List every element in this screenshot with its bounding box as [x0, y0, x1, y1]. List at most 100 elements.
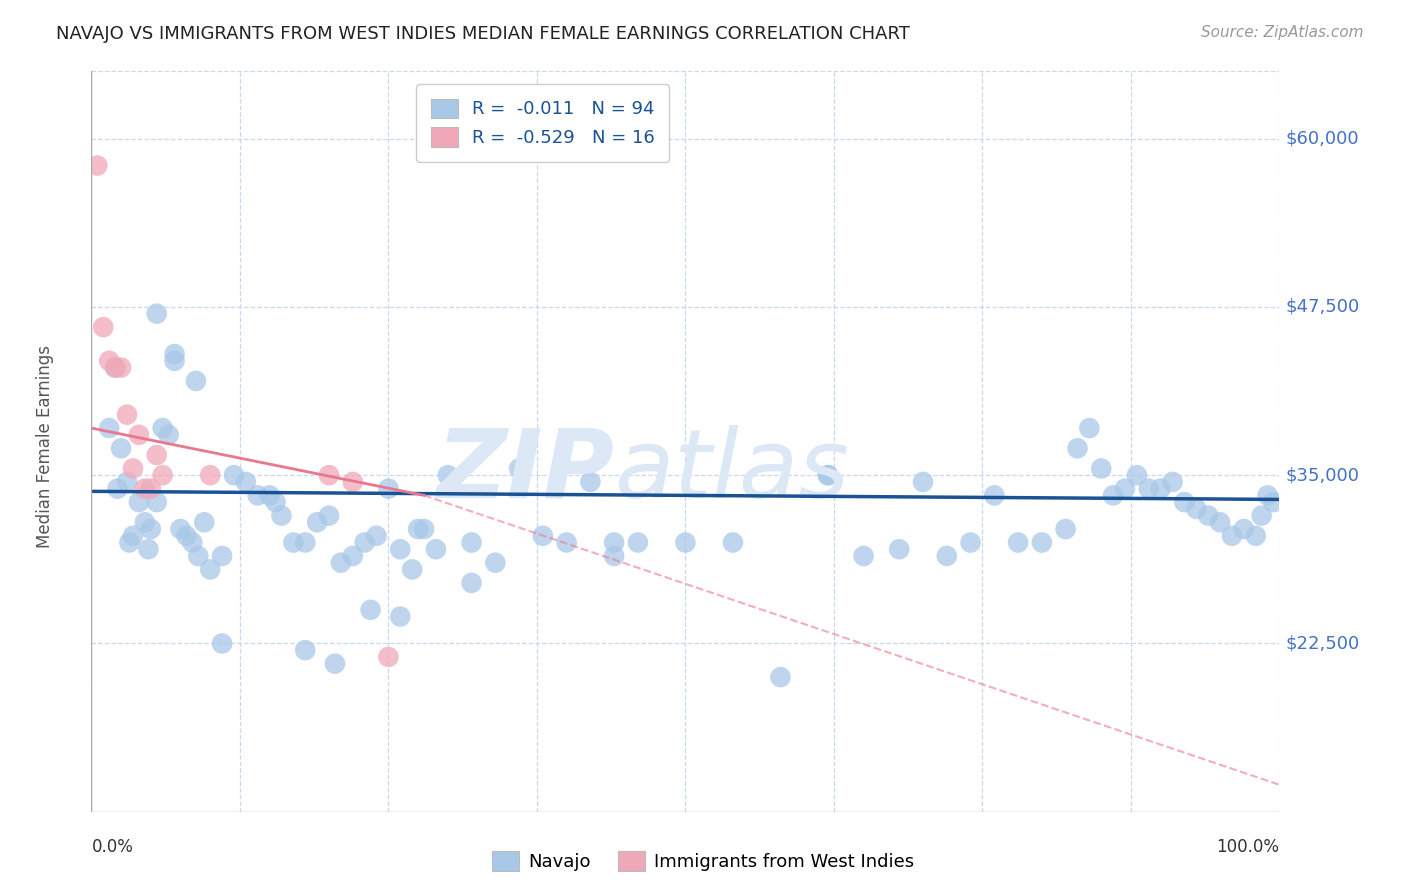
Point — [353, 535, 375, 549]
Point — [817, 468, 839, 483]
Point — [436, 468, 458, 483]
Point — [377, 482, 399, 496]
Point — [769, 670, 792, 684]
Point — [139, 482, 162, 496]
Point — [318, 508, 340, 523]
Point — [406, 522, 429, 536]
Point — [1090, 461, 1112, 475]
Point — [157, 427, 180, 442]
Point — [389, 542, 412, 557]
Point — [181, 535, 204, 549]
Point — [193, 516, 215, 530]
Point — [128, 495, 150, 509]
Point — [579, 475, 602, 489]
Text: $47,500: $47,500 — [1285, 298, 1360, 316]
Point — [176, 529, 198, 543]
Point — [460, 535, 482, 549]
Point — [1197, 508, 1219, 523]
Point — [104, 360, 127, 375]
Point — [283, 535, 305, 549]
Point — [889, 542, 911, 557]
Point — [1209, 516, 1232, 530]
Point — [603, 549, 626, 563]
Point — [246, 488, 269, 502]
Point — [1257, 488, 1279, 502]
Text: Source: ZipAtlas.com: Source: ZipAtlas.com — [1201, 25, 1364, 40]
Point — [294, 643, 316, 657]
Point — [152, 468, 174, 483]
Point — [555, 535, 578, 549]
Point — [107, 482, 129, 496]
Point — [959, 535, 981, 549]
Point — [134, 516, 156, 530]
Point — [1031, 535, 1053, 549]
Point — [86, 159, 108, 173]
Point — [817, 468, 839, 483]
Point — [104, 360, 127, 375]
Point — [1137, 482, 1160, 496]
Point — [110, 360, 132, 375]
Point — [1173, 495, 1195, 509]
Point — [508, 461, 530, 475]
Point — [187, 549, 209, 563]
Point — [1102, 488, 1125, 502]
Point — [911, 475, 934, 489]
Point — [122, 461, 145, 475]
Point — [389, 609, 412, 624]
Point — [1263, 495, 1285, 509]
Point — [1220, 529, 1243, 543]
Point — [259, 488, 281, 502]
Point — [211, 636, 233, 650]
Text: $22,500: $22,500 — [1285, 634, 1360, 652]
Point — [627, 535, 650, 549]
Text: atlas: atlas — [614, 425, 849, 517]
Point — [1054, 522, 1077, 536]
Point — [134, 482, 156, 496]
Point — [1233, 522, 1256, 536]
Point — [307, 516, 329, 530]
Point — [721, 535, 744, 549]
Point — [323, 657, 346, 671]
Point — [401, 562, 423, 576]
Point — [184, 374, 207, 388]
Point — [138, 542, 160, 557]
Point — [1007, 535, 1029, 549]
Point — [460, 575, 482, 590]
Point — [531, 529, 554, 543]
Point — [98, 421, 121, 435]
Point — [1066, 442, 1088, 456]
Point — [264, 495, 287, 509]
Text: 0.0%: 0.0% — [91, 838, 134, 855]
Point — [1244, 529, 1267, 543]
Text: NAVAJO VS IMMIGRANTS FROM WEST INDIES MEDIAN FEMALE EARNINGS CORRELATION CHART: NAVAJO VS IMMIGRANTS FROM WEST INDIES ME… — [56, 25, 910, 43]
Point — [1250, 508, 1272, 523]
Point — [200, 468, 222, 483]
Point — [484, 556, 506, 570]
Point — [603, 535, 626, 549]
Point — [1185, 501, 1208, 516]
Point — [425, 542, 447, 557]
Point — [413, 522, 436, 536]
Point — [1114, 482, 1136, 496]
Point — [852, 549, 875, 563]
Point — [329, 556, 352, 570]
Point — [115, 475, 138, 489]
Point — [163, 353, 186, 368]
Point — [366, 529, 388, 543]
Point — [110, 442, 132, 456]
Legend: R =  -0.011   N = 94, R =  -0.529   N = 16: R = -0.011 N = 94, R = -0.529 N = 16 — [416, 84, 669, 161]
Point — [145, 307, 167, 321]
Point — [145, 495, 167, 509]
Point — [145, 448, 167, 462]
Point — [222, 468, 245, 483]
Text: $35,000: $35,000 — [1285, 467, 1360, 484]
Text: $60,000: $60,000 — [1285, 129, 1360, 148]
Point — [163, 347, 186, 361]
Legend: Navajo, Immigrants from West Indies: Navajo, Immigrants from West Indies — [485, 844, 921, 879]
Point — [294, 535, 316, 549]
Point — [128, 427, 150, 442]
Point — [270, 508, 292, 523]
Point — [1078, 421, 1101, 435]
Point — [211, 549, 233, 563]
Point — [673, 535, 696, 549]
